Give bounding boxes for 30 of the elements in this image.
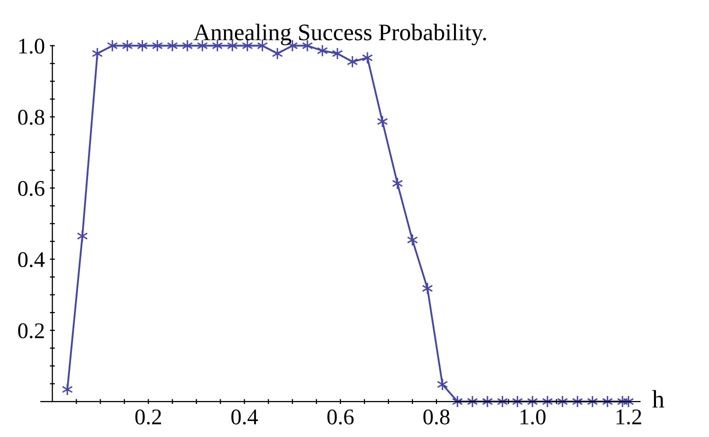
point (182, 39, 193, 52)
point (376, 115, 388, 128)
point (136, 39, 148, 52)
y-tick-label: 1.0 (19, 38, 44, 54)
x-tick-label: 1.2 (616, 410, 642, 425)
point (166, 39, 178, 52)
point (106, 39, 118, 52)
point (392, 177, 403, 190)
point (362, 52, 373, 64)
x-tick-label: 0.6 (327, 409, 354, 425)
point (76, 230, 88, 242)
point (346, 55, 358, 68)
x-tick-label: 0.4 (231, 409, 258, 425)
point (332, 47, 343, 60)
x-tick-label: 0.2 (135, 409, 162, 425)
point (152, 39, 163, 52)
y-tick-label: 0.4 (18, 252, 45, 268)
y-tick-label: 0.8 (18, 110, 44, 125)
x-tick-label: 1.0 (520, 409, 546, 425)
point (272, 47, 283, 60)
y-tick-label: 0.6 (18, 180, 44, 196)
point (122, 39, 133, 52)
point (92, 47, 103, 60)
point (62, 383, 73, 396)
y-tick-label: 0.2 (18, 323, 44, 338)
chart-title: Annealing Success Probability. (194, 24, 486, 46)
point (316, 44, 328, 57)
x-tick-label: 0.8 (423, 409, 450, 425)
x-axis-title: h (652, 390, 664, 408)
point (406, 234, 418, 246)
